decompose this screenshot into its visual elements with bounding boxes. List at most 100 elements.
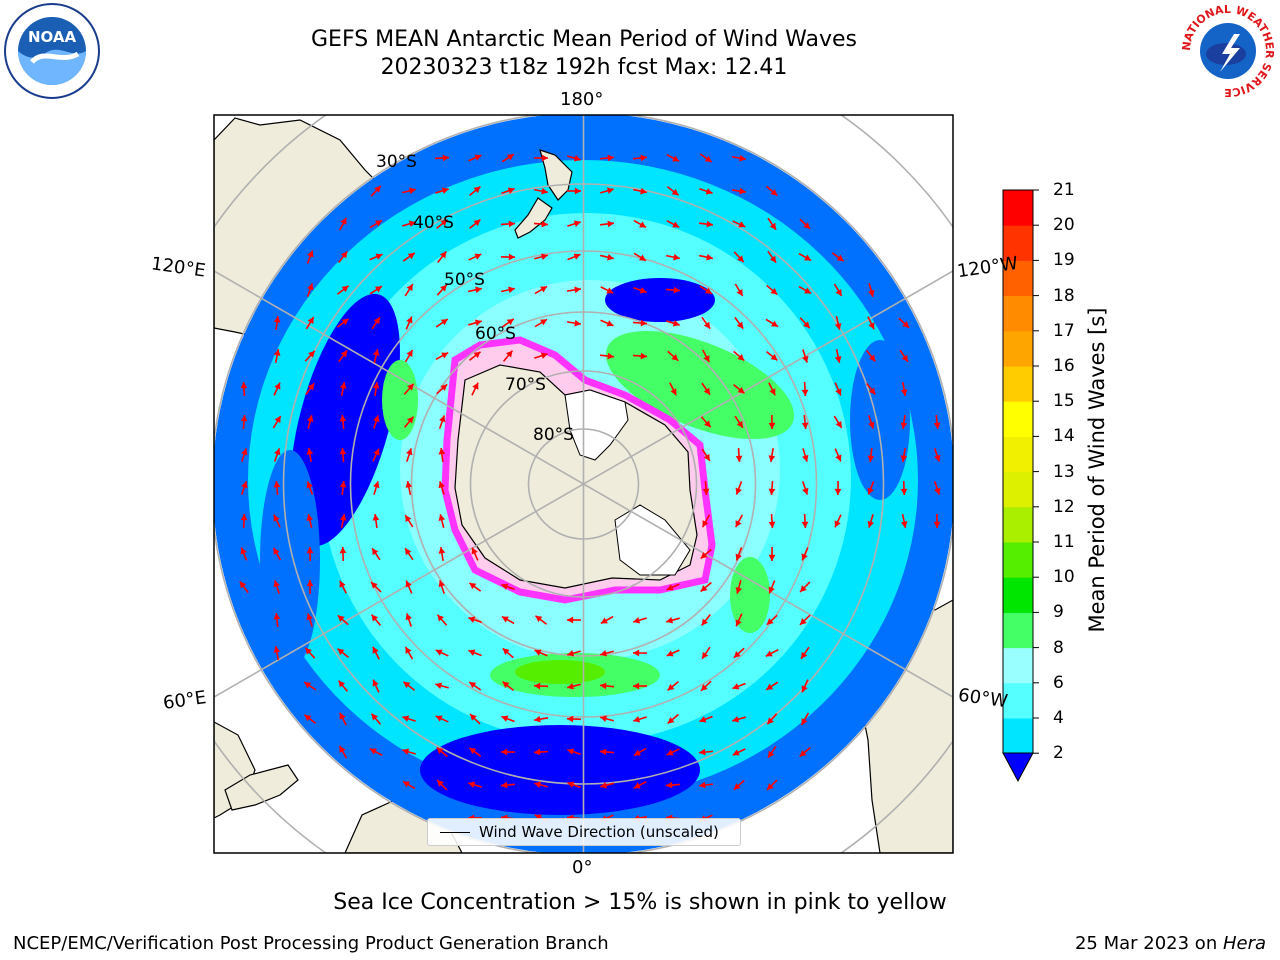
wind-wave-arrow-head	[769, 255, 777, 263]
wind-wave-arrow-head	[574, 286, 581, 294]
colorbar	[1002, 189, 1039, 754]
wind-wave-arrow-head	[567, 781, 575, 788]
noaa-logo: NOAA	[4, 3, 100, 99]
wind-wave-arrow-head	[339, 481, 347, 488]
wind-wave-arrow-head	[541, 187, 548, 195]
colorbar-tick-label: 11	[1053, 532, 1075, 552]
wind-wave-arrow-head	[534, 715, 541, 723]
colorbar-segment	[1003, 647, 1033, 684]
wind-wave-arrow-head	[834, 488, 842, 495]
lat-label-50s: 50°S	[444, 270, 485, 290]
wind-wave-arrow-head	[901, 354, 908, 362]
wind-wave-arrow-head	[835, 388, 842, 396]
wind-wave-arrow-head	[469, 681, 477, 689]
wind-wave-arrow-head	[768, 455, 776, 462]
wind-wave-arrow-head	[768, 422, 776, 429]
colorbar-tick-label: 18	[1053, 285, 1075, 306]
wind-wave-arrow-head	[273, 580, 280, 588]
wind-wave-arrow-head	[340, 350, 348, 358]
wind-wave-arrow-head	[307, 250, 314, 258]
wind-wave-arrow-head	[801, 553, 808, 561]
date-text: 25 Mar 2023 on	[1074, 933, 1223, 954]
wind-wave-arrow-head	[801, 389, 809, 396]
wind-wave-arrow-head	[541, 154, 548, 162]
wind-wave-arrow-head	[673, 286, 680, 294]
wind-wave-arrow-head	[771, 320, 778, 327]
wind-wave-arrow-head	[673, 253, 680, 261]
wind-wave-arrow-head	[474, 154, 482, 161]
wind-wave-arrow-head	[307, 317, 314, 325]
wind-wave-arrow-head	[735, 520, 742, 528]
graticule	[214, 115, 953, 853]
wind-wave-arrow-head	[372, 382, 380, 389]
wind-wave-arrow-head	[600, 715, 607, 723]
wind-wave-arrow-head	[933, 422, 941, 429]
wind-wave-arrow-head	[801, 718, 808, 726]
lat-label-30s: 30°S	[376, 152, 417, 172]
lat-label-70s: 70°S	[505, 375, 546, 395]
lon-label-top: 180°	[560, 89, 604, 110]
wind-wave-arrow-head	[506, 154, 514, 161]
wind-wave-arrow-head	[534, 814, 542, 821]
wind-wave-arrow-head	[501, 583, 509, 590]
chart-subtitle: 20230323 t18z 192h fcst Max: 12.41	[380, 55, 788, 80]
wind-wave-arrow-head	[867, 520, 874, 528]
colorbar-tick-label: 10	[1053, 567, 1075, 588]
wind-wave-arrow-head	[438, 514, 446, 521]
lat-label-80s: 80°S	[533, 425, 574, 445]
colorbar-under-triangle	[1002, 752, 1034, 783]
wind-wave-arrow-head	[307, 383, 315, 391]
wind-wave-arrow-head	[304, 682, 312, 689]
wind-wave-arrow-head	[671, 188, 679, 196]
wind-wave-arrow-head	[240, 514, 248, 521]
wind-wave-arrow-head	[733, 651, 741, 658]
wind-wave-arrow-head	[700, 684, 708, 691]
wind-wave-arrow-head	[373, 317, 380, 325]
wind-wave-arrow-head	[737, 255, 744, 263]
wind-wave-arrow-head	[306, 514, 314, 521]
wind-wave-arrow-head	[769, 388, 776, 396]
wind-wave-arrow-head	[900, 488, 908, 495]
wind-wave-arrow-head	[402, 748, 410, 755]
colorbar-tick-label: 14	[1053, 426, 1075, 447]
wind-wave-arrow-head	[700, 551, 708, 559]
colorbar-segment	[1003, 225, 1033, 261]
wind-wave-arrow-head	[508, 253, 515, 261]
wind-wave-arrow-head	[405, 613, 412, 621]
wind-wave-arrow-head	[770, 288, 778, 295]
svg-text:NOAA: NOAA	[28, 28, 77, 46]
wind-wave-arrow-head	[736, 420, 743, 428]
wind-wave-arrow-head	[802, 454, 809, 462]
wind-wave-arrow-head	[567, 682, 574, 690]
wind-wave-arrow-head	[804, 254, 812, 261]
wind-wave-arrow-head	[534, 748, 541, 756]
wind-wave-arrow-head	[440, 219, 448, 227]
wind-wave-arrow-head	[306, 613, 313, 621]
wind-wave-arrow-head	[306, 547, 314, 554]
colorbar-label: Mean Period of Wind Waves [s]	[1085, 307, 1109, 633]
wind-wave-arrow-head	[337, 648, 345, 656]
wind-wave-arrow-head	[274, 448, 281, 456]
colorbar-segment	[1003, 366, 1033, 402]
colorbar-tick-label: 12	[1053, 496, 1075, 517]
wind-wave-arrow-head	[442, 154, 449, 162]
wind-wave-arrow-head	[768, 586, 775, 594]
wind-wave-arrow-head	[406, 349, 413, 357]
wind-wave-arrow-head	[835, 454, 842, 462]
wind-wave-arrow-head	[341, 318, 349, 326]
wind-wave-arrow-head	[573, 155, 581, 162]
wind-wave-arrow-head	[633, 682, 640, 690]
wind-wave-arrow-head	[768, 554, 776, 561]
wind-wave-arrow-head	[567, 715, 574, 723]
colorbar-tick-label: 6	[1053, 672, 1064, 693]
wind-wave-arrow-head	[836, 254, 844, 262]
wind-wave-arrow-head	[868, 421, 875, 429]
colorbar-tick-label: 16	[1053, 356, 1075, 376]
wind-wave-arrow-head	[638, 254, 646, 261]
wind-wave-arrow-head	[240, 415, 248, 422]
wind-wave-arrow-head	[633, 617, 641, 624]
wind-wave-arrow-head	[900, 422, 908, 429]
wind-wave-arrow-head	[539, 319, 547, 326]
wind-wave-arrow-head	[373, 481, 380, 489]
